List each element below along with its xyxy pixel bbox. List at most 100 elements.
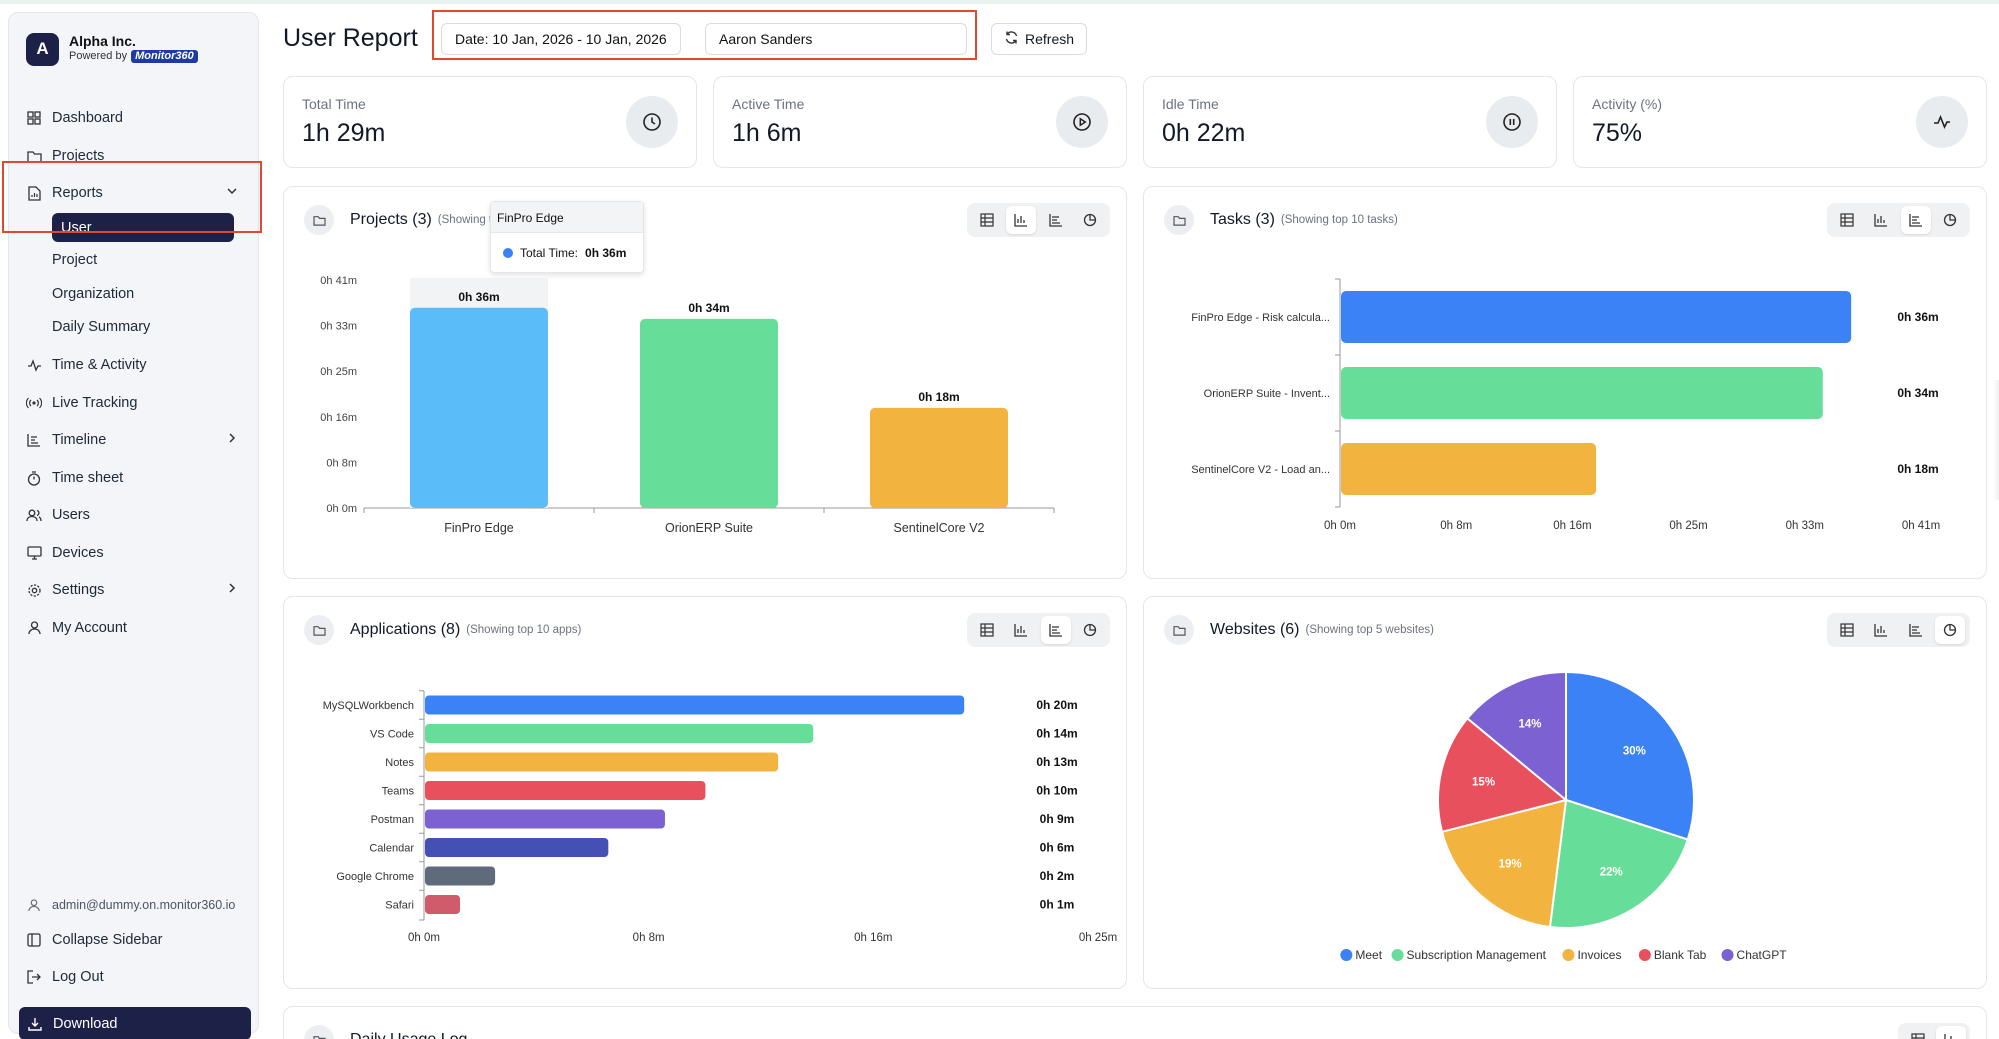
logout-icon xyxy=(26,970,42,984)
user-select[interactable]: Aaron Sanders xyxy=(705,23,967,55)
brand[interactable]: A Alpha Inc. Powered by Monitor360 xyxy=(26,29,198,69)
nav-live-tracking[interactable]: Live Tracking xyxy=(26,389,252,417)
horizontal-bar-view-icon[interactable] xyxy=(1900,206,1931,234)
horizontal-bar-view-icon[interactable] xyxy=(1901,616,1931,644)
websites-panel-subtitle: (Showing top 5 websites) xyxy=(1305,624,1434,636)
stat-card-total-time: Total Time 1h 29m xyxy=(283,76,697,168)
monitor-icon xyxy=(26,545,42,561)
refresh-button[interactable]: Refresh xyxy=(991,23,1087,55)
pie-chart-view-icon[interactable] xyxy=(1935,206,1965,234)
y-tick-label: Postman xyxy=(371,814,414,826)
broadcast-icon xyxy=(26,395,42,411)
bar-value-label: 0h 2m xyxy=(1040,869,1075,883)
chevron-down-icon[interactable] xyxy=(226,185,238,200)
nav-settings-label: Settings xyxy=(52,582,105,598)
date-range-picker[interactable]: Date: 10 Jan, 2026 - 10 Jan, 2026 xyxy=(441,23,681,55)
bar-sentinelcore-v2 xyxy=(870,407,1008,508)
folder-icon xyxy=(304,1025,334,1039)
y-tick-label: 0h 0m xyxy=(326,503,357,515)
nav-reports-organization[interactable]: Organization xyxy=(52,286,135,302)
stat-card-idle-time: Idle Time 0h 22m xyxy=(1143,76,1557,168)
websites-panel: Websites (6) (Showing top 5 websites) 30… xyxy=(1143,596,1987,989)
logout-button[interactable]: Log Out xyxy=(26,965,104,989)
table-view-icon[interactable] xyxy=(972,206,1002,234)
pause-icon xyxy=(1486,96,1538,148)
refresh-label: Refresh xyxy=(1025,31,1075,47)
bar-value-label: 0h 14m xyxy=(1036,727,1077,741)
stat-value: 0h 22m xyxy=(1162,119,1246,147)
bar-finpro-edge-risk-calcula xyxy=(1341,291,1852,343)
report-icon xyxy=(26,185,42,201)
nav-time-activity-label: Time & Activity xyxy=(52,357,147,373)
pie-chart-view-icon[interactable] xyxy=(1075,206,1105,234)
y-tick-label: Google Chrome xyxy=(336,871,414,883)
chevron-right-icon[interactable] xyxy=(226,432,238,447)
bar-chart-view-icon[interactable] xyxy=(1006,206,1037,234)
nav-users[interactable]: Users xyxy=(26,501,252,529)
projects-panel-title: Projects (3) xyxy=(350,211,432,228)
applications-hbar-chart: 0h 0m 0h 8m 0h 16m 0h 25m MySQLWorkbench 0h 2… xyxy=(323,690,1117,944)
y-tick-label: OrionERP Suite - Invent... xyxy=(1204,388,1330,400)
chart-tooltip: FinPro Edge Total Time: 0h 36m xyxy=(490,201,644,273)
bar-google-chrome xyxy=(425,866,496,886)
bar-value-label: 0h 36m xyxy=(1897,310,1938,324)
logout-label: Log Out xyxy=(52,969,104,985)
pie-chart-view-icon[interactable] xyxy=(1075,616,1105,644)
applications-view-toggle xyxy=(967,613,1110,647)
bar-chart-view-icon[interactable] xyxy=(1866,206,1896,234)
table-view-icon[interactable] xyxy=(1832,206,1862,234)
nav-time-sheet[interactable]: Time sheet xyxy=(26,464,252,492)
y-tick-label: FinPro Edge - Risk calcula... xyxy=(1191,312,1330,324)
table-view-icon[interactable] xyxy=(1903,1026,1933,1039)
tooltip-label: Total Time: xyxy=(520,246,579,260)
sidebar-icon xyxy=(26,933,42,947)
pie-slice-chatgpt xyxy=(1465,670,1567,803)
nav-my-account-label: My Account xyxy=(52,620,127,636)
bar-value-label: 0h 1m xyxy=(1040,898,1075,912)
x-tick-label: 0h 8m xyxy=(1440,520,1472,532)
nav-timeline[interactable]: Timeline xyxy=(26,426,252,454)
pie-slice-label: 14% xyxy=(1519,719,1542,731)
nav-dashboard[interactable]: Dashboard xyxy=(26,104,252,132)
applications-panel-subtitle: (Showing top 10 apps) xyxy=(466,624,582,636)
horizontal-bar-view-icon[interactable] xyxy=(1040,616,1071,644)
applications-panel-title: Applications (8) xyxy=(350,621,461,638)
download-icon xyxy=(27,1017,43,1031)
bar-chart-view-icon[interactable] xyxy=(1935,1026,1966,1039)
nav-devices[interactable]: Devices xyxy=(26,539,252,567)
nav-reports[interactable]: Reports xyxy=(26,179,252,207)
tasks-panel-title: Tasks (3) xyxy=(1210,211,1275,228)
tasks-panel-subtitle: (Showing top 10 tasks) xyxy=(1280,214,1398,226)
bar-chart-view-icon[interactable] xyxy=(1866,616,1896,644)
chevron-right-icon[interactable] xyxy=(226,582,238,597)
table-view-icon[interactable] xyxy=(1832,616,1862,644)
folder-icon xyxy=(1164,615,1194,645)
bar-sentinelcore-v2-load-an xyxy=(1341,443,1597,495)
nav-my-account[interactable]: My Account xyxy=(26,614,252,642)
y-tick-label: Notes xyxy=(385,757,414,769)
y-tick-label: SentinelCore V2 - Load an... xyxy=(1191,464,1330,476)
horizontal-bar-view-icon[interactable] xyxy=(1041,206,1071,234)
download-button[interactable]: Download xyxy=(19,1007,251,1039)
websites-panel-title: Websites (6) xyxy=(1210,621,1300,638)
pie-chart-view-icon[interactable] xyxy=(1934,616,1965,644)
stat-value: 1h 29m xyxy=(302,119,386,147)
nav-time-activity[interactable]: Time & Activity xyxy=(26,351,252,379)
stat-label: Total Time xyxy=(302,96,366,112)
bar-chart-view-icon[interactable] xyxy=(1006,616,1036,644)
download-label: Download xyxy=(53,1015,118,1032)
nav-projects-label: Projects xyxy=(52,148,105,164)
nav-reports-project[interactable]: Project xyxy=(52,252,98,268)
table-view-icon[interactable] xyxy=(972,616,1002,644)
dashboard-icon xyxy=(26,110,42,126)
account-email: admin@dummy.on.monitor360.io xyxy=(26,893,235,917)
user-select-value: Aaron Sanders xyxy=(719,31,813,47)
y-tick-label: 0h 25m xyxy=(320,366,357,378)
nav-settings[interactable]: Settings xyxy=(26,576,252,604)
collapse-sidebar-button[interactable]: Collapse Sidebar xyxy=(26,928,162,952)
daily-usage-panel: Daily Usage Log xyxy=(283,1006,1987,1039)
nav-reports-daily-summary[interactable]: Daily Summary xyxy=(52,319,151,335)
x-tick-label: 0h 25m xyxy=(1669,520,1707,532)
top-accent-line xyxy=(0,0,1999,4)
daily-view-toggle xyxy=(1898,1023,1970,1039)
